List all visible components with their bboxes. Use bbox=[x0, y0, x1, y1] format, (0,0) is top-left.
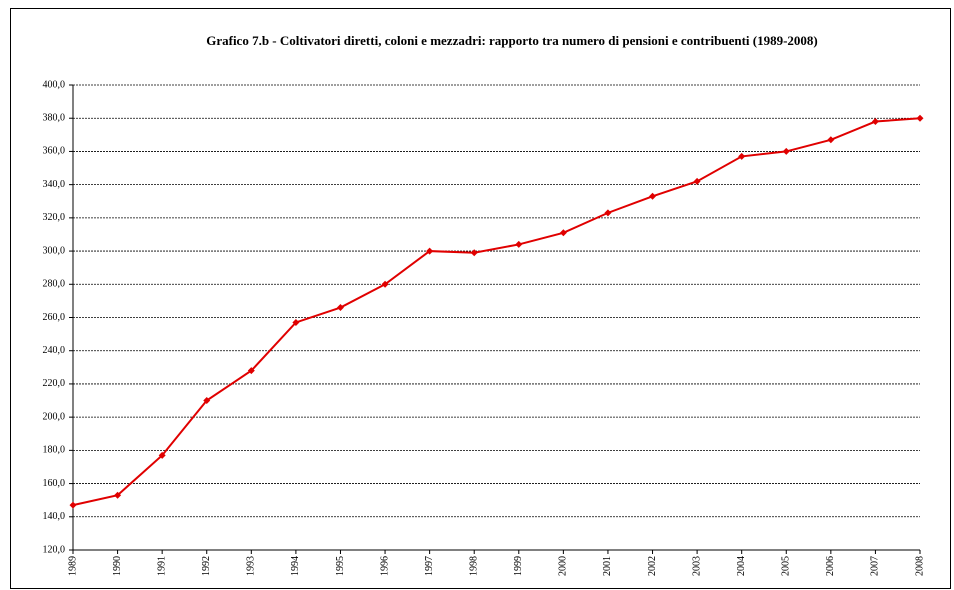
chart-title: Grafico 7.b - Coltivatori diretti, colon… bbox=[206, 33, 818, 48]
y-tick-label: 200,0 bbox=[43, 411, 66, 422]
data-point bbox=[738, 152, 746, 160]
data-point bbox=[292, 318, 300, 326]
y-tick-label: 320,0 bbox=[43, 212, 66, 223]
data-point bbox=[381, 280, 389, 288]
data-point bbox=[649, 192, 657, 200]
y-tick-label: 140,0 bbox=[43, 511, 66, 522]
x-tick-label: 2008 bbox=[914, 556, 925, 576]
y-tick-label: 360,0 bbox=[43, 146, 66, 157]
data-point bbox=[604, 209, 612, 217]
data-point bbox=[871, 118, 879, 126]
x-tick-label: 1994 bbox=[290, 556, 301, 576]
x-tick-label: 1989 bbox=[67, 556, 78, 576]
x-tick-label: 1992 bbox=[201, 556, 212, 576]
x-tick-label: 2003 bbox=[691, 556, 702, 576]
x-tick-label: 2002 bbox=[647, 556, 658, 576]
data-line bbox=[72, 117, 921, 507]
x-tick-label: 1991 bbox=[156, 556, 167, 576]
y-tick-label: 220,0 bbox=[43, 378, 66, 389]
y-tick-label: 180,0 bbox=[43, 445, 66, 456]
y-tick-label: 160,0 bbox=[43, 478, 66, 489]
data-point bbox=[782, 147, 790, 155]
x-tick-label: 2005 bbox=[781, 556, 792, 576]
x-tick-label: 1993 bbox=[246, 556, 257, 576]
data-point bbox=[426, 247, 434, 255]
x-tick-label: 1995 bbox=[335, 556, 346, 576]
data-point bbox=[336, 304, 344, 312]
y-tick-label: 300,0 bbox=[43, 245, 66, 256]
x-tick-label: 1998 bbox=[469, 556, 480, 576]
data-point bbox=[114, 491, 122, 499]
data-point bbox=[203, 397, 211, 405]
x-tick-label: 1996 bbox=[379, 556, 390, 576]
x-tick-label: 2004 bbox=[736, 556, 747, 576]
y-tick-label: 400,0 bbox=[43, 79, 66, 90]
x-tick-label: 2006 bbox=[825, 556, 836, 576]
data-point bbox=[827, 136, 835, 144]
y-tick-label: 380,0 bbox=[43, 113, 66, 124]
x-tick-label: 2000 bbox=[558, 556, 569, 576]
x-tick-label: 1990 bbox=[112, 556, 123, 576]
x-tick-label: 1997 bbox=[424, 556, 435, 576]
x-tick-label: 1999 bbox=[513, 556, 524, 576]
x-tick-label: 2001 bbox=[602, 556, 613, 576]
data-point bbox=[69, 501, 77, 509]
y-tick-label: 120,0 bbox=[43, 544, 66, 555]
data-point bbox=[470, 249, 478, 257]
chart-frame bbox=[10, 8, 951, 589]
y-tick-label: 340,0 bbox=[43, 179, 66, 190]
x-tick-label: 2007 bbox=[870, 556, 881, 576]
y-tick-label: 240,0 bbox=[43, 345, 66, 356]
data-point bbox=[158, 451, 166, 459]
data-point bbox=[693, 177, 701, 185]
y-tick-label: 260,0 bbox=[43, 312, 66, 323]
data-point bbox=[916, 114, 924, 122]
data-point bbox=[559, 229, 567, 237]
y-tick-label: 280,0 bbox=[43, 279, 66, 290]
data-point bbox=[515, 240, 523, 248]
data-point bbox=[247, 367, 255, 375]
